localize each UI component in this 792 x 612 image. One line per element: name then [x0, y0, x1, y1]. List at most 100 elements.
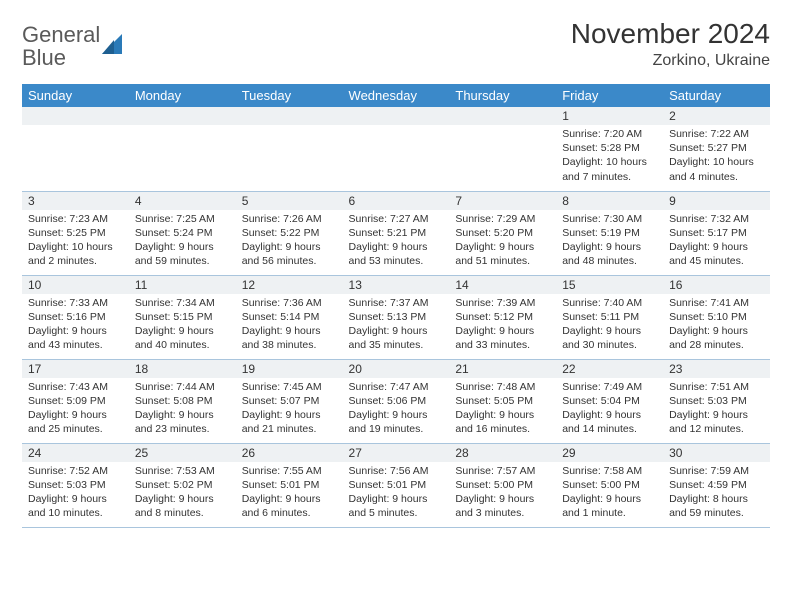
daylight-text: Daylight: 9 hours and 1 minute.	[562, 492, 657, 520]
daylight-text: Daylight: 9 hours and 10 minutes.	[28, 492, 123, 520]
calendar-cell: 23Sunrise: 7:51 AMSunset: 5:03 PMDayligh…	[663, 359, 770, 443]
daylight-text: Daylight: 9 hours and 43 minutes.	[28, 324, 123, 352]
day-number: 5	[236, 192, 343, 210]
calendar-cell: 5Sunrise: 7:26 AMSunset: 5:22 PMDaylight…	[236, 191, 343, 275]
calendar-cell	[22, 107, 129, 191]
daylight-text: Daylight: 9 hours and 35 minutes.	[349, 324, 444, 352]
logo-text: General Blue	[22, 24, 100, 70]
sunrise-text: Sunrise: 7:26 AM	[242, 212, 337, 226]
sunrise-text: Sunrise: 7:27 AM	[349, 212, 444, 226]
day-details: Sunrise: 7:34 AMSunset: 5:15 PMDaylight:…	[129, 294, 236, 357]
calendar-cell: 25Sunrise: 7:53 AMSunset: 5:02 PMDayligh…	[129, 443, 236, 527]
sunrise-text: Sunrise: 7:57 AM	[455, 464, 550, 478]
empty-day	[129, 107, 236, 125]
daylight-text: Daylight: 9 hours and 16 minutes.	[455, 408, 550, 436]
daylight-text: Daylight: 9 hours and 25 minutes.	[28, 408, 123, 436]
calendar-cell: 12Sunrise: 7:36 AMSunset: 5:14 PMDayligh…	[236, 275, 343, 359]
sunrise-text: Sunrise: 7:33 AM	[28, 296, 123, 310]
weekday-header: Friday	[556, 84, 663, 107]
day-number: 13	[343, 276, 450, 294]
calendar-cell: 30Sunrise: 7:59 AMSunset: 4:59 PMDayligh…	[663, 443, 770, 527]
day-number: 23	[663, 360, 770, 378]
daylight-text: Daylight: 9 hours and 48 minutes.	[562, 240, 657, 268]
sunset-text: Sunset: 4:59 PM	[669, 478, 764, 492]
day-number: 3	[22, 192, 129, 210]
day-number: 30	[663, 444, 770, 462]
day-details: Sunrise: 7:41 AMSunset: 5:10 PMDaylight:…	[663, 294, 770, 357]
sunset-text: Sunset: 5:12 PM	[455, 310, 550, 324]
calendar-cell	[449, 107, 556, 191]
sunset-text: Sunset: 5:03 PM	[669, 394, 764, 408]
calendar-cell: 7Sunrise: 7:29 AMSunset: 5:20 PMDaylight…	[449, 191, 556, 275]
sunrise-text: Sunrise: 7:25 AM	[135, 212, 230, 226]
sunset-text: Sunset: 5:25 PM	[28, 226, 123, 240]
sunset-text: Sunset: 5:07 PM	[242, 394, 337, 408]
daylight-text: Daylight: 10 hours and 4 minutes.	[669, 155, 764, 183]
day-details: Sunrise: 7:56 AMSunset: 5:01 PMDaylight:…	[343, 462, 450, 525]
weekday-header: Wednesday	[343, 84, 450, 107]
sunrise-text: Sunrise: 7:40 AM	[562, 296, 657, 310]
daylight-text: Daylight: 9 hours and 30 minutes.	[562, 324, 657, 352]
day-details: Sunrise: 7:29 AMSunset: 5:20 PMDaylight:…	[449, 210, 556, 273]
month-title: November 2024	[571, 18, 770, 50]
calendar-cell	[343, 107, 450, 191]
day-details: Sunrise: 7:23 AMSunset: 5:25 PMDaylight:…	[22, 210, 129, 273]
day-number: 29	[556, 444, 663, 462]
sunset-text: Sunset: 5:15 PM	[135, 310, 230, 324]
sunset-text: Sunset: 5:02 PM	[135, 478, 230, 492]
calendar-cell: 13Sunrise: 7:37 AMSunset: 5:13 PMDayligh…	[343, 275, 450, 359]
logo: General Blue	[22, 18, 130, 70]
daylight-text: Daylight: 10 hours and 2 minutes.	[28, 240, 123, 268]
day-details: Sunrise: 7:43 AMSunset: 5:09 PMDaylight:…	[22, 378, 129, 441]
day-number: 6	[343, 192, 450, 210]
sunrise-text: Sunrise: 7:51 AM	[669, 380, 764, 394]
sunrise-text: Sunrise: 7:34 AM	[135, 296, 230, 310]
sunrise-text: Sunrise: 7:41 AM	[669, 296, 764, 310]
day-number: 17	[22, 360, 129, 378]
day-details: Sunrise: 7:40 AMSunset: 5:11 PMDaylight:…	[556, 294, 663, 357]
empty-day	[343, 107, 450, 125]
calendar-cell: 6Sunrise: 7:27 AMSunset: 5:21 PMDaylight…	[343, 191, 450, 275]
daylight-text: Daylight: 9 hours and 59 minutes.	[135, 240, 230, 268]
day-details: Sunrise: 7:22 AMSunset: 5:27 PMDaylight:…	[663, 125, 770, 188]
sunset-text: Sunset: 5:10 PM	[669, 310, 764, 324]
sunrise-text: Sunrise: 7:20 AM	[562, 127, 657, 141]
calendar-cell: 15Sunrise: 7:40 AMSunset: 5:11 PMDayligh…	[556, 275, 663, 359]
day-number: 22	[556, 360, 663, 378]
day-number: 12	[236, 276, 343, 294]
sunrise-text: Sunrise: 7:29 AM	[455, 212, 550, 226]
day-details: Sunrise: 7:33 AMSunset: 5:16 PMDaylight:…	[22, 294, 129, 357]
title-block: November 2024 Zorkino, Ukraine	[571, 18, 770, 70]
day-number: 26	[236, 444, 343, 462]
sunrise-text: Sunrise: 7:43 AM	[28, 380, 123, 394]
location: Zorkino, Ukraine	[571, 52, 770, 70]
daylight-text: Daylight: 10 hours and 7 minutes.	[562, 155, 657, 183]
day-number: 14	[449, 276, 556, 294]
day-details: Sunrise: 7:52 AMSunset: 5:03 PMDaylight:…	[22, 462, 129, 525]
logo-text-general: General	[22, 22, 100, 47]
sunrise-text: Sunrise: 7:44 AM	[135, 380, 230, 394]
day-details: Sunrise: 7:27 AMSunset: 5:21 PMDaylight:…	[343, 210, 450, 273]
daylight-text: Daylight: 9 hours and 40 minutes.	[135, 324, 230, 352]
sunset-text: Sunset: 5:16 PM	[28, 310, 123, 324]
sunset-text: Sunset: 5:01 PM	[349, 478, 444, 492]
logo-text-blue: Blue	[22, 45, 66, 70]
calendar-week-row: 17Sunrise: 7:43 AMSunset: 5:09 PMDayligh…	[22, 359, 770, 443]
sunset-text: Sunset: 5:13 PM	[349, 310, 444, 324]
sunrise-text: Sunrise: 7:23 AM	[28, 212, 123, 226]
day-details: Sunrise: 7:44 AMSunset: 5:08 PMDaylight:…	[129, 378, 236, 441]
sunset-text: Sunset: 5:20 PM	[455, 226, 550, 240]
sunrise-text: Sunrise: 7:47 AM	[349, 380, 444, 394]
day-number: 27	[343, 444, 450, 462]
daylight-text: Daylight: 9 hours and 53 minutes.	[349, 240, 444, 268]
sunrise-text: Sunrise: 7:55 AM	[242, 464, 337, 478]
sunrise-text: Sunrise: 7:48 AM	[455, 380, 550, 394]
header: General Blue November 2024 Zorkino, Ukra…	[22, 18, 770, 70]
daylight-text: Daylight: 9 hours and 14 minutes.	[562, 408, 657, 436]
sunset-text: Sunset: 5:17 PM	[669, 226, 764, 240]
calendar-week-row: 1Sunrise: 7:20 AMSunset: 5:28 PMDaylight…	[22, 107, 770, 191]
calendar-cell: 20Sunrise: 7:47 AMSunset: 5:06 PMDayligh…	[343, 359, 450, 443]
sunrise-text: Sunrise: 7:49 AM	[562, 380, 657, 394]
sunset-text: Sunset: 5:11 PM	[562, 310, 657, 324]
day-details: Sunrise: 7:36 AMSunset: 5:14 PMDaylight:…	[236, 294, 343, 357]
